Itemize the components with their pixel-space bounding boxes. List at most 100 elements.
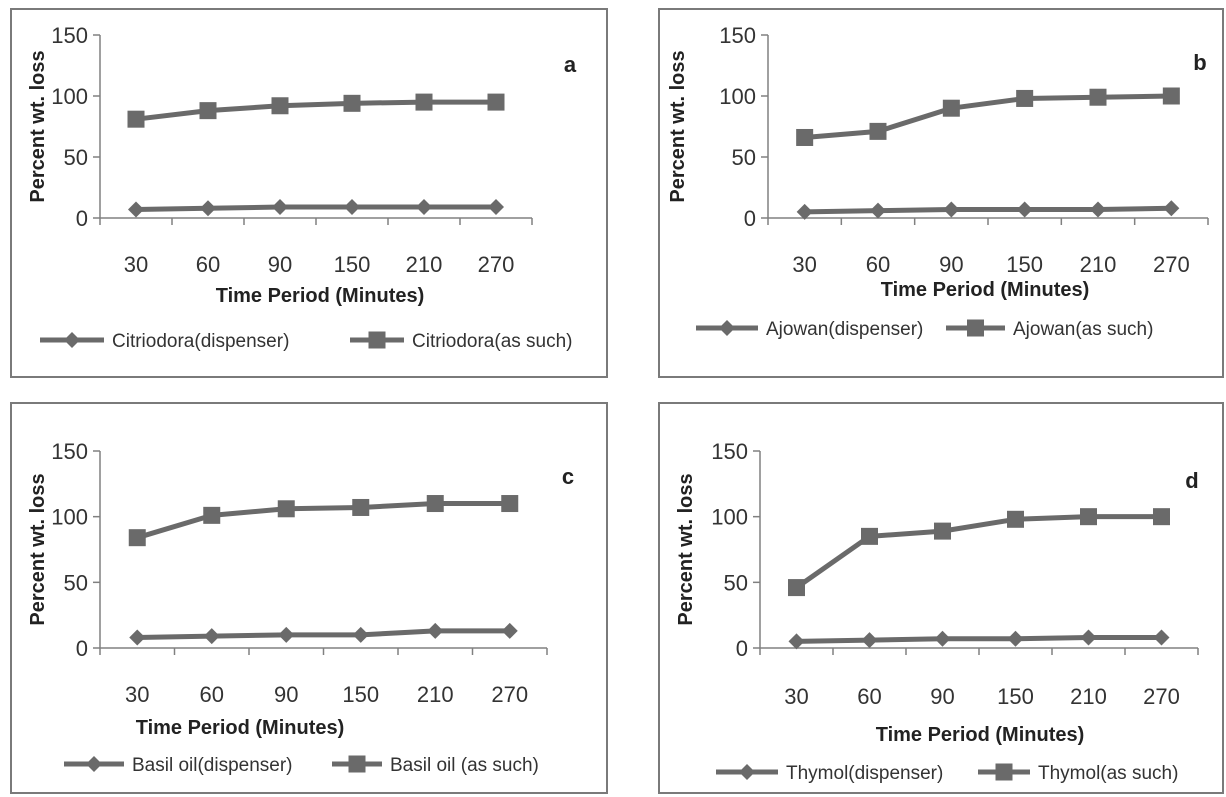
data-point-diamond <box>203 628 220 645</box>
x-tick-label: 60 <box>196 252 220 277</box>
data-point-square <box>861 527 878 545</box>
y-tick-label: 100 <box>719 84 756 109</box>
data-point-diamond <box>796 203 813 220</box>
y-axis-title: Percent wt. loss <box>27 50 49 202</box>
series-line-diamond <box>135 204 496 212</box>
x-tick-label: 60 <box>200 682 224 707</box>
data-point-diamond <box>344 199 360 216</box>
y-tick-label: 100 <box>711 505 748 530</box>
x-tick-label: 30 <box>784 684 808 709</box>
x-axis-title: Time Period (Minutes) <box>216 285 425 307</box>
x-tick-label: 270 <box>1143 684 1180 709</box>
data-point-square <box>343 94 361 112</box>
x-tick-label: 210 <box>406 252 443 277</box>
y-tick-label: 150 <box>719 23 756 48</box>
series-line-square <box>804 93 1172 140</box>
y-tick-label: 100 <box>51 84 88 109</box>
y-axis-title: Percent wt. loss <box>27 473 49 625</box>
series-line-square <box>136 501 510 541</box>
legend-label: Ajowan(as such) <box>1013 319 1153 340</box>
data-point-diamond <box>934 630 951 647</box>
x-tick-label: 150 <box>1006 252 1043 277</box>
y-tick-label: 50 <box>724 570 748 595</box>
x-tick-label: 210 <box>417 682 454 707</box>
series-line-square <box>795 514 1162 590</box>
data-point-square <box>415 93 433 111</box>
y-tick-label: 0 <box>76 206 88 231</box>
data-point-square <box>352 498 370 516</box>
series-line-diamond <box>804 205 1172 215</box>
data-point-diamond <box>501 622 518 639</box>
legend-label: Citriodora(dispenser) <box>112 331 289 352</box>
panel-label: c <box>562 464 574 489</box>
legend-square-marker <box>967 319 984 337</box>
data-point-square <box>277 500 295 518</box>
chart-svg: 0 50 100 150 30 60 90 150 210 270 Percent wt. loss… <box>675 439 1199 784</box>
x-tick-label: 90 <box>268 252 292 277</box>
x-tick-label: 90 <box>274 682 298 707</box>
x-tick-label: 30 <box>792 252 816 277</box>
chart-panel-d: 0 50 100 150 30 60 90 150 210 270 Percent wt. loss… <box>658 402 1224 794</box>
chart-svg: 0 50 100 150 30 60 90 150 210 270 Percent wt. loss… <box>27 23 577 352</box>
x-axis-title: Time Period (Minutes) <box>876 724 1085 746</box>
legend-square-marker <box>995 763 1013 781</box>
x-tick-label: 210 <box>1070 684 1107 709</box>
legend-label: Thymol(as such) <box>1038 763 1178 784</box>
legend-diamond-marker <box>719 320 735 336</box>
legend-diamond-marker <box>739 764 755 780</box>
data-point-diamond <box>427 622 444 639</box>
data-point-diamond <box>870 202 886 219</box>
data-point-square <box>1089 88 1107 106</box>
data-point-diamond <box>1016 201 1033 218</box>
panel-label: a <box>564 52 577 77</box>
data-point-diamond <box>1090 201 1106 218</box>
x-tick-label: 90 <box>930 684 954 709</box>
y-tick-label: 0 <box>76 636 88 661</box>
x-tick-label: 150 <box>342 682 379 707</box>
legend-label: Ajowan(dispenser) <box>766 319 923 340</box>
x-axis-title: Time Period (Minutes) <box>881 279 1090 301</box>
data-point-square <box>426 495 444 513</box>
data-point-diamond <box>278 626 295 643</box>
x-tick-label: 270 <box>478 252 515 277</box>
legend-label: Thymol(dispenser) <box>786 763 943 784</box>
y-tick-label: 0 <box>744 206 756 231</box>
data-point-square <box>501 495 519 513</box>
x-tick-label: 270 <box>491 682 528 707</box>
legend-square-marker <box>348 755 366 773</box>
y-axis-title: Percent wt. loss <box>667 50 689 202</box>
data-point-square <box>1162 87 1180 105</box>
data-point-diamond <box>200 200 216 217</box>
y-axis-title: Percent wt. loss <box>675 473 697 625</box>
data-point-square <box>934 522 951 540</box>
chart-svg: 0 50 100 150 30 60 90 150 210 270 Percent wt. loss… <box>667 23 1209 340</box>
x-axis-title: Time Period (Minutes) <box>136 717 345 739</box>
series-line-diamond <box>137 628 510 640</box>
data-point-diamond <box>1163 200 1180 217</box>
data-point-diamond <box>416 199 432 216</box>
x-tick-label: 60 <box>857 684 881 709</box>
data-point-square <box>271 97 289 115</box>
panel-label: b <box>1193 50 1206 75</box>
data-point-square <box>869 122 887 140</box>
legend-diamond-marker <box>64 332 80 348</box>
y-tick-label: 150 <box>711 439 748 464</box>
x-tick-label: 60 <box>866 252 890 277</box>
x-tick-label: 210 <box>1080 252 1117 277</box>
legend-label: Basil oil(dispenser) <box>132 755 293 776</box>
data-point-diamond <box>128 201 144 218</box>
chart-panel-b: 0 50 100 150 30 60 90 150 210 270 Percent wt. loss… <box>658 8 1224 378</box>
legend-label: Citriodora(as such) <box>412 331 573 352</box>
data-point-square <box>1016 89 1034 107</box>
x-tick-label: 90 <box>939 252 963 277</box>
x-tick-label: 30 <box>124 252 148 277</box>
data-point-diamond <box>1153 629 1170 646</box>
x-tick-label: 150 <box>334 252 371 277</box>
data-point-square <box>203 506 221 524</box>
legend-label: Basil oil (as such) <box>390 755 539 776</box>
data-point-diamond <box>1007 630 1024 647</box>
data-point-square <box>942 99 960 117</box>
y-tick-label: 0 <box>736 636 748 661</box>
series-line-square <box>135 99 496 122</box>
data-point-square <box>788 579 805 597</box>
